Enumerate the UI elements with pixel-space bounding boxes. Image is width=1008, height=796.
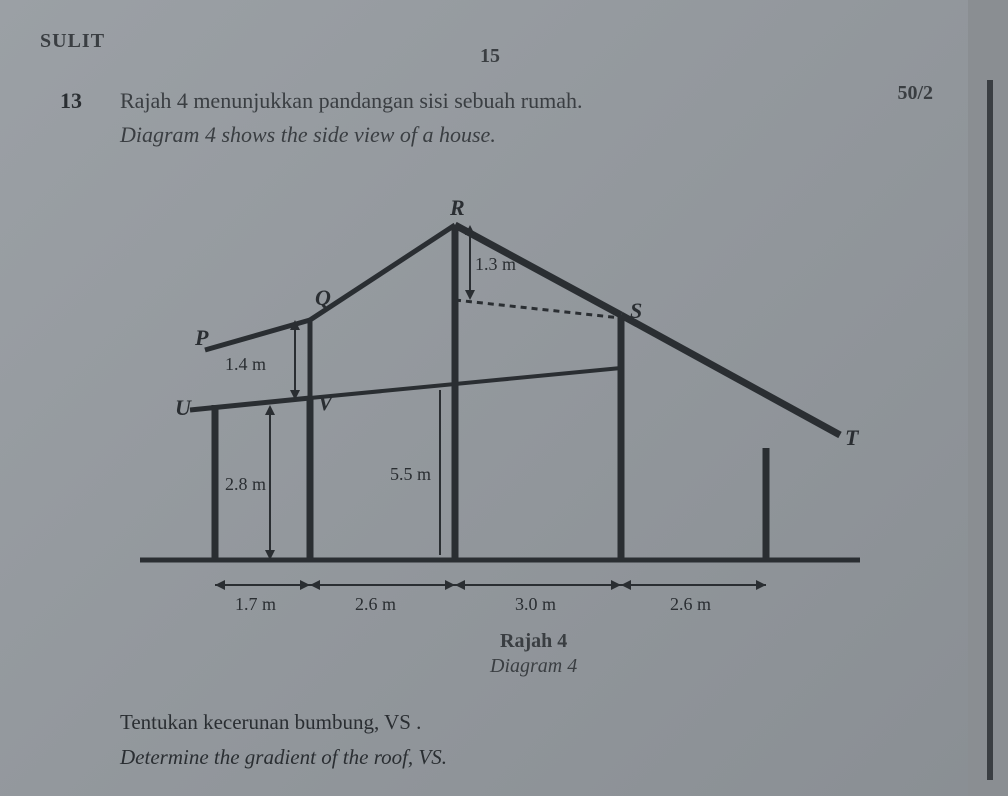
dim-d4: 2.6 m [670, 594, 711, 614]
house-diagram: P Q R S T U V 1.4 m 1.3 m 2.8 m 5.5 m 1.… [120, 170, 880, 630]
label-V: V [318, 390, 335, 415]
dim-1-3: 1.3 m [475, 254, 516, 274]
task-ms: Tentukan kecerunan bumbung, VS . [120, 710, 421, 735]
page-edge [987, 80, 993, 780]
header-sulit: SULIT [40, 30, 105, 53]
diagram-label-en: Diagram 4 [490, 655, 577, 678]
dim-5-5: 5.5 m [390, 464, 431, 484]
task-en: Determine the gradient of the roof, VS. [120, 745, 447, 770]
diagram-label-ms: Rajah 4 [500, 630, 567, 653]
label-P: P [194, 325, 209, 350]
label-S: S [630, 298, 642, 323]
label-Q: Q [315, 285, 331, 310]
question-text-ms: Rajah 4 menunjukkan pandangan sisi sebua… [120, 88, 583, 114]
dim-2-8: 2.8 m [225, 474, 266, 494]
label-R: R [449, 195, 465, 220]
dim-d1: 1.7 m [235, 594, 276, 614]
question-number: 13 [60, 88, 82, 114]
page-number: 15 [480, 45, 500, 68]
dim-d2: 2.6 m [355, 594, 396, 614]
page: SULIT 15 50/2 13 Rajah 4 menunjukkan pan… [0, 0, 968, 796]
dim-1-4: 1.4 m [225, 354, 266, 374]
label-U: U [175, 395, 192, 420]
label-T: T [845, 425, 860, 450]
question-text-en: Diagram 4 shows the side view of a house… [120, 122, 496, 148]
dim-d3: 3.0 m [515, 594, 556, 614]
header-code: 50/2 [897, 82, 933, 105]
